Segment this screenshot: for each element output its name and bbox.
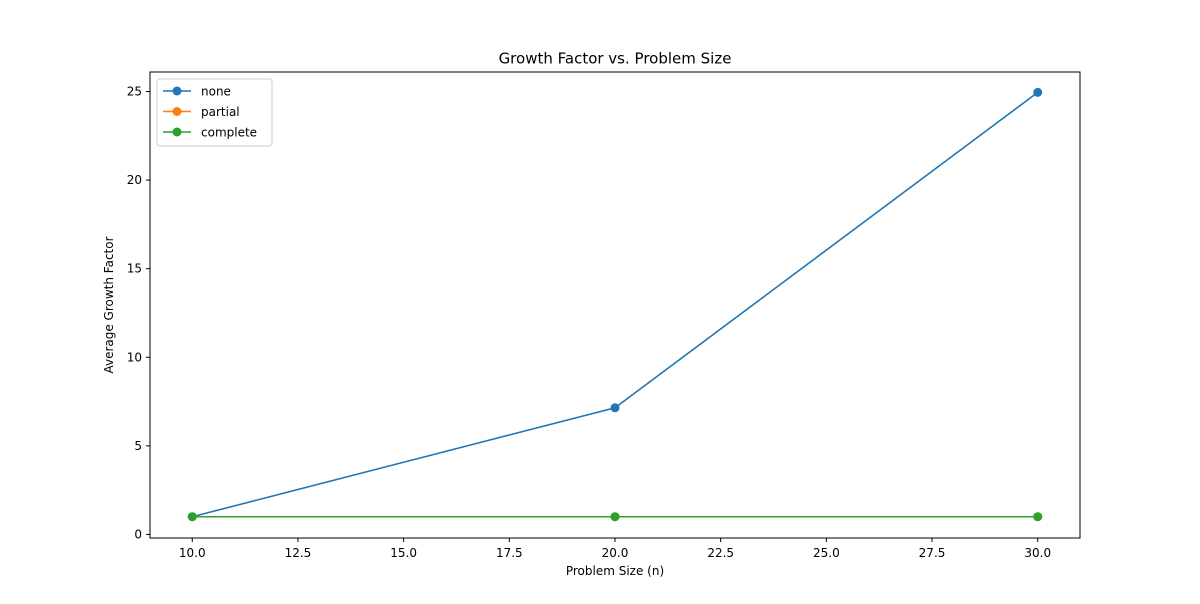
y-tick-label: 15 [127, 262, 142, 276]
data-point-complete [1033, 512, 1043, 522]
x-tick-label: 30.0 [1024, 546, 1051, 560]
series-layer [187, 87, 1043, 522]
series-complete [187, 512, 1043, 522]
data-point-none [610, 403, 620, 413]
y-tick-label: 20 [127, 173, 142, 187]
y-axis-label: Average Growth Factor [102, 236, 116, 373]
x-tick-label: 22.5 [707, 546, 734, 560]
data-point-complete [187, 512, 197, 522]
x-axis-label: Problem Size (n) [566, 564, 664, 578]
legend-label: complete [201, 126, 257, 140]
legend: none partial complete [156, 78, 273, 147]
y-tick-label: 25 [127, 84, 142, 98]
x-tick-label: 17.5 [496, 546, 523, 560]
legend-item-none: none [163, 85, 231, 99]
plot-area-frame [149, 71, 1081, 539]
legend-swatch-marker [172, 86, 182, 96]
x-tick-label: 25.0 [813, 546, 840, 560]
series-none [187, 87, 1043, 522]
x-axis-ticks: 10.0 12.5 15.0 17.5 20.0 22.5 25.0 27.5 30.0 [179, 538, 1051, 560]
y-tick-label: 10 [127, 350, 142, 364]
legend-label: partial [201, 105, 240, 119]
data-point-complete [610, 512, 620, 522]
series-line-none [192, 91, 1039, 518]
legend-label: none [201, 85, 231, 99]
legend-item-complete: complete [163, 126, 257, 140]
x-tick-label: 12.5 [285, 546, 312, 560]
legend-swatch-marker [172, 127, 182, 137]
y-tick-label: 5 [134, 439, 142, 453]
x-tick-label: 10.0 [179, 546, 206, 560]
chart-title: Growth Factor vs. Problem Size [499, 50, 732, 68]
legend-box [156, 78, 273, 147]
y-tick-label: 0 [134, 527, 142, 541]
x-tick-label: 27.5 [919, 546, 946, 560]
legend-item-partial: partial [163, 105, 240, 119]
x-tick-label: 20.0 [602, 546, 629, 560]
y-axis-ticks: 0 5 10 15 20 25 [127, 84, 150, 541]
data-point-none [1033, 87, 1043, 97]
x-tick-label: 15.0 [390, 546, 417, 560]
legend-swatch-marker [172, 107, 182, 116]
